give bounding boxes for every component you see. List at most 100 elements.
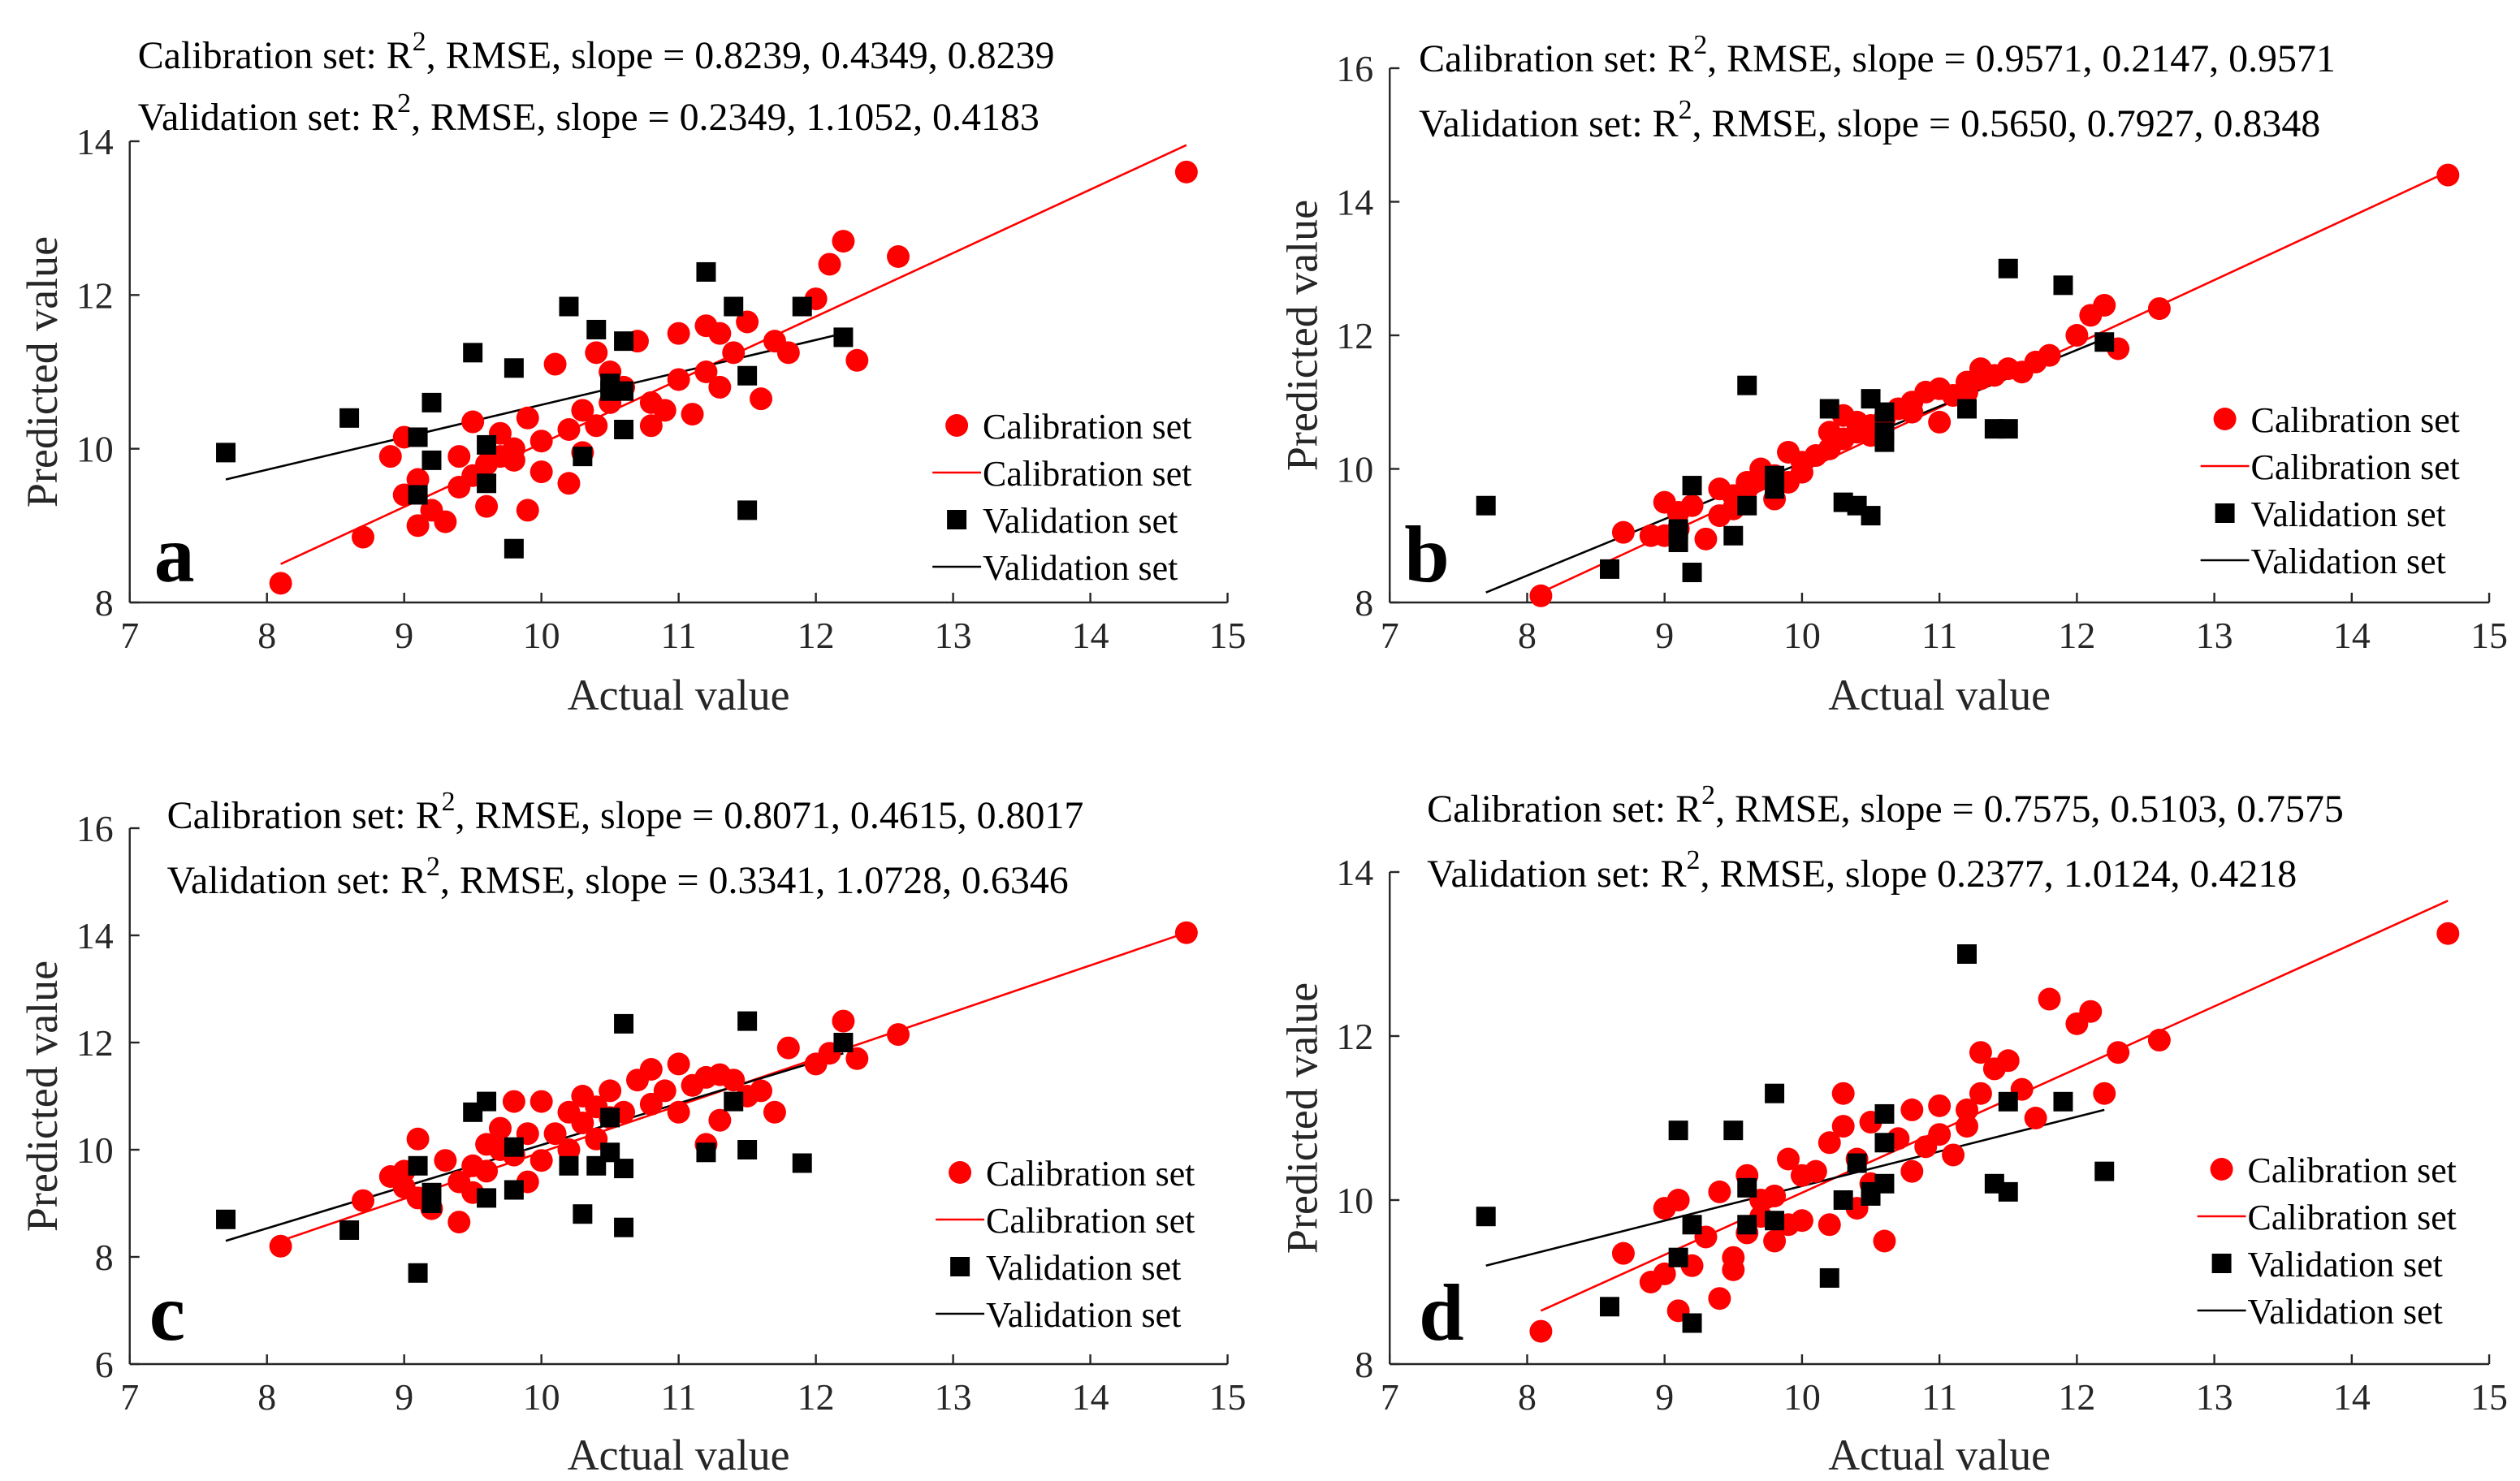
validation-point bbox=[2053, 275, 2073, 296]
y-tick-label: 10 bbox=[1336, 448, 1373, 490]
validation-point bbox=[614, 331, 634, 352]
y-tick-label: 12 bbox=[1336, 1016, 1373, 1057]
x-tick-label: 9 bbox=[1655, 1376, 1674, 1418]
validation-point bbox=[1874, 1103, 1895, 1124]
x-tick-label: 8 bbox=[1518, 615, 1537, 656]
legend: Calibration set Calibration set Validation… bbox=[936, 1154, 1195, 1335]
calibration-point bbox=[585, 414, 608, 438]
validation-point bbox=[614, 1159, 634, 1179]
validation-point bbox=[1874, 422, 1895, 443]
calibration-point bbox=[599, 1079, 622, 1103]
validation-point bbox=[1600, 1297, 1619, 1317]
legend-marker-validation-point bbox=[947, 510, 967, 529]
legend-marker-calibration-point bbox=[2213, 408, 2237, 430]
calibration-point bbox=[2147, 1029, 2171, 1052]
y-tick-label: 8 bbox=[95, 582, 114, 624]
validation-point bbox=[1682, 476, 1702, 496]
calibration-point bbox=[516, 499, 539, 522]
validation-point bbox=[2094, 332, 2115, 352]
calibration-point bbox=[1763, 1184, 1787, 1207]
y-tick-label: 8 bbox=[95, 1237, 114, 1278]
validation-point bbox=[339, 408, 360, 428]
calibration-point bbox=[832, 1009, 855, 1033]
validation-point bbox=[1998, 258, 2018, 278]
legend-label: Validation set bbox=[2251, 494, 2446, 534]
calibration-point bbox=[543, 352, 567, 376]
calibration-point bbox=[502, 448, 525, 472]
calibration-point bbox=[2038, 987, 2061, 1011]
validation-point bbox=[1765, 479, 1785, 499]
legend-label: Validation set bbox=[2248, 1245, 2443, 1285]
calibration-point bbox=[406, 514, 430, 538]
validation-point bbox=[1874, 1173, 1895, 1194]
x-tick-label: 13 bbox=[2196, 1376, 2233, 1418]
validation-point bbox=[1957, 399, 1977, 419]
validation-point bbox=[792, 1153, 812, 1173]
calibration-point bbox=[1804, 1159, 1827, 1183]
validation-point bbox=[504, 1180, 524, 1200]
x-tick-label: 10 bbox=[523, 615, 560, 656]
validation-point bbox=[696, 261, 716, 282]
y-tick-label: 8 bbox=[1355, 582, 1373, 624]
calibration-point bbox=[1956, 1098, 1978, 1121]
calibration-point bbox=[489, 1116, 512, 1140]
x-tick-label: 11 bbox=[661, 615, 697, 656]
x-tick-label: 7 bbox=[120, 1376, 139, 1418]
calibration-point bbox=[832, 230, 855, 253]
validation-point bbox=[1737, 1177, 1757, 1198]
legend: Calibration set Calibration set Validation… bbox=[2197, 1151, 2457, 1332]
calibration-point bbox=[378, 445, 402, 468]
calibration-point bbox=[1174, 921, 1198, 944]
calibration-point bbox=[447, 445, 471, 468]
calibration-point bbox=[722, 1069, 746, 1092]
calibration-point bbox=[1831, 1082, 1855, 1105]
calibration-point bbox=[447, 1211, 471, 1234]
validation-point bbox=[737, 500, 758, 520]
validation-point bbox=[586, 319, 607, 339]
validation-point bbox=[1998, 419, 2018, 439]
calibration-point bbox=[269, 1234, 292, 1258]
calibration-point bbox=[1900, 1159, 1924, 1183]
calibration-point bbox=[475, 1159, 499, 1183]
y-tick-label: 14 bbox=[1336, 852, 1373, 893]
x-tick-label: 15 bbox=[1209, 1376, 1247, 1418]
x-tick-label: 7 bbox=[1381, 1376, 1399, 1418]
x-tick-label: 11 bbox=[1921, 615, 1957, 656]
validation-fit-line bbox=[225, 332, 844, 481]
calibration-point bbox=[750, 387, 773, 411]
validation-point bbox=[216, 1209, 236, 1229]
legend-marker-validation-point bbox=[2211, 1254, 2232, 1273]
calibration-point bbox=[1611, 520, 1635, 544]
y-tick-label: 10 bbox=[76, 429, 114, 470]
validation-point bbox=[792, 296, 812, 317]
calibration-point bbox=[681, 403, 704, 426]
calibration-point bbox=[722, 341, 746, 365]
validation-point bbox=[477, 473, 497, 494]
x-tick-label: 8 bbox=[257, 1376, 276, 1418]
x-axis-label: Actual value bbox=[1828, 671, 2051, 719]
calibration-point bbox=[667, 368, 690, 391]
x-tick-label: 14 bbox=[2333, 1376, 2371, 1418]
calibration-point bbox=[1928, 1094, 1952, 1117]
calibration-point bbox=[1529, 1319, 1553, 1343]
legend-label: Validation set bbox=[2248, 1292, 2443, 1332]
validation-point bbox=[1476, 1207, 1496, 1227]
validation-point bbox=[1998, 1181, 2018, 1202]
x-tick-label: 12 bbox=[2058, 615, 2095, 656]
validation-point bbox=[1668, 532, 1688, 552]
validation-point bbox=[504, 1137, 524, 1157]
validation-point bbox=[724, 1091, 744, 1112]
legend-label: Calibration set bbox=[983, 454, 1191, 494]
validation-point bbox=[1874, 1133, 1895, 1153]
calibration-point bbox=[571, 399, 594, 422]
x-tick-label: 12 bbox=[797, 1376, 835, 1418]
y-tick-label: 10 bbox=[76, 1129, 114, 1171]
calibration-point bbox=[434, 510, 457, 533]
validation-point bbox=[504, 538, 524, 559]
y-axis-label: Predicted value bbox=[1277, 200, 1326, 471]
y-axis-label: Predicted value bbox=[1277, 982, 1326, 1254]
validation-point bbox=[737, 365, 758, 386]
calibration-point bbox=[2436, 163, 2460, 187]
